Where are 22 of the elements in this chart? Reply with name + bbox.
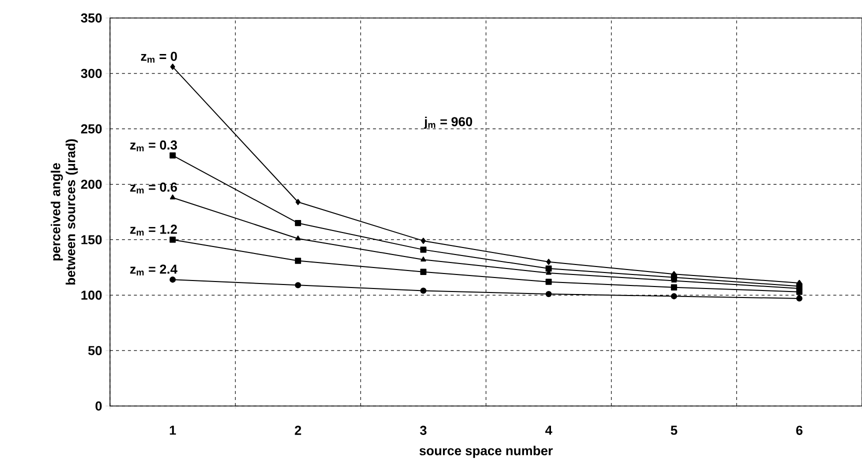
y-tick-label: 350 [80, 13, 102, 23]
y-tick-label: 300 [80, 68, 102, 78]
y-axis-title: perceived angle between sources (μrad) [50, 139, 78, 285]
x-tick-label: 1 [170, 426, 176, 435]
annotation: j$_{m}$ = 960 [424, 116, 472, 129]
y-tick-label: 250 [81, 124, 102, 134]
x-tick-label: 6 [796, 426, 802, 435]
x-tick-label: 3 [420, 426, 426, 435]
y-tick-label: 100 [81, 290, 102, 300]
y-tick-label: 200 [81, 180, 102, 189]
x-axis-title: source space number [420, 446, 553, 458]
x-tick-label: 4 [545, 426, 552, 435]
x-tick-label: 5 [670, 426, 678, 435]
series-label: z$_{m}$ = 0 [140, 52, 177, 63]
series-label: z$_{m}$ = 1.2 [130, 224, 177, 236]
series-label: z$_{m}$ = 2.4 [130, 264, 178, 276]
series-label: z$_{m}$ = 0.6 [130, 182, 177, 194]
y-tick-label: 0 [96, 401, 102, 411]
y-tick-label: 50 [88, 346, 102, 356]
series-label: z$_{m}$ = 0.3 [130, 140, 177, 152]
x-tick-label: 2 [294, 426, 302, 435]
y-tick-label: 150 [81, 235, 102, 244]
